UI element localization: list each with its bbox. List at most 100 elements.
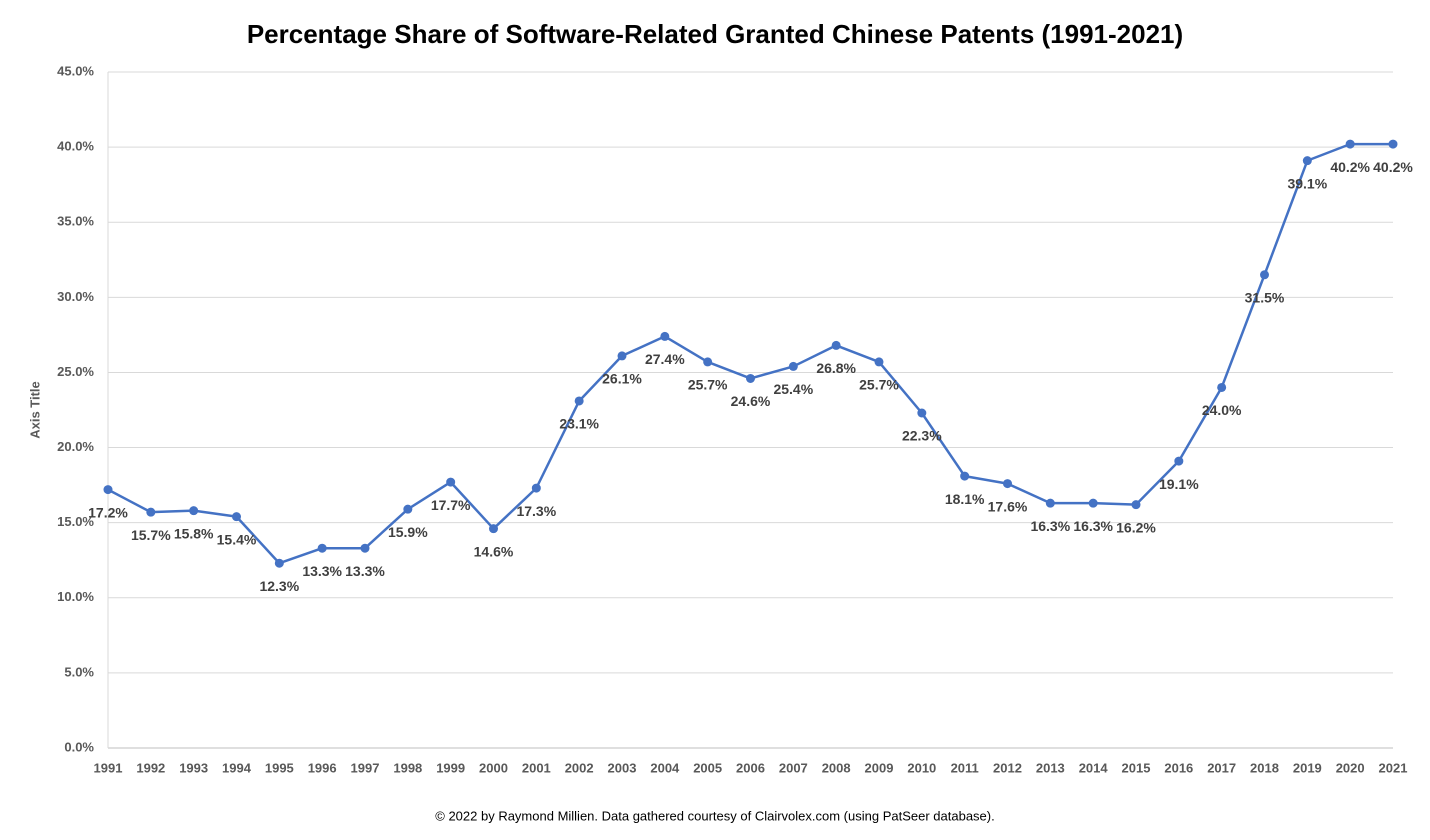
data-label: 15.9% <box>388 524 428 540</box>
x-tick-label: 2020 <box>1336 760 1365 775</box>
x-tick-label: 2012 <box>993 760 1022 775</box>
data-label: 18.1% <box>945 491 985 507</box>
x-tick-label: 1999 <box>436 760 465 775</box>
data-point <box>617 351 627 361</box>
data-point <box>831 340 841 350</box>
x-tick-label: 2021 <box>1379 760 1408 775</box>
data-point <box>1388 139 1398 149</box>
y-tick-label: 30.0% <box>57 289 94 304</box>
data-label: 15.7% <box>131 527 171 543</box>
data-point <box>489 524 498 534</box>
data-label: 23.1% <box>559 416 599 432</box>
data-label: 17.7% <box>431 497 471 513</box>
x-tick-label: 2013 <box>1036 760 1065 775</box>
data-point <box>1045 498 1055 508</box>
data-point <box>531 483 541 493</box>
x-tick-label: 1991 <box>94 760 123 775</box>
x-tick-label: 2001 <box>522 760 551 775</box>
data-label: 39.1% <box>1287 175 1327 191</box>
data-label: 22.3% <box>902 428 942 444</box>
data-point <box>1174 456 1184 466</box>
data-point <box>874 357 884 367</box>
data-label: 24.6% <box>731 393 771 409</box>
data-point <box>1217 382 1227 392</box>
data-label: 25.7% <box>859 377 899 393</box>
data-line <box>107 142 1393 565</box>
x-tick-label: 2004 <box>650 760 680 775</box>
data-label: 27.4% <box>645 351 685 367</box>
x-tick-label: 2007 <box>779 760 808 775</box>
data-label: 25.7% <box>688 377 728 393</box>
data-point <box>1003 479 1012 489</box>
data-point <box>1260 270 1269 280</box>
x-tick-label: 1996 <box>308 760 337 775</box>
x-tick-label: 2008 <box>822 760 851 775</box>
data-point <box>274 558 284 568</box>
data-point <box>1302 156 1312 166</box>
y-tick-label: 0.0% <box>64 739 94 754</box>
data-label: 16.3% <box>1030 518 1070 534</box>
x-tick-label: 2014 <box>1079 760 1109 775</box>
data-label: 16.3% <box>1073 518 1113 534</box>
x-tick-label: 2017 <box>1207 760 1236 775</box>
data-label: 19.1% <box>1159 476 1199 492</box>
y-axis-title: Axis Title <box>27 381 42 439</box>
data-label: 40.2% <box>1373 159 1413 175</box>
data-point <box>232 512 241 522</box>
y-tick-label: 20.0% <box>57 439 94 454</box>
y-tick-label: 40.0% <box>57 139 94 154</box>
data-label: 26.8% <box>816 360 856 376</box>
x-tick-label: 2015 <box>1122 760 1151 775</box>
data-point <box>660 331 670 341</box>
data-point <box>917 408 927 418</box>
data-label: 16.2% <box>1116 519 1156 535</box>
data-point <box>574 396 584 406</box>
y-tick-label: 5.0% <box>64 664 94 679</box>
y-tick-label: 10.0% <box>57 589 94 604</box>
data-label: 24.0% <box>1202 402 1242 418</box>
data-label: 25.4% <box>773 381 813 397</box>
x-tick-label: 2009 <box>865 760 894 775</box>
y-tick-label: 45.0% <box>57 63 94 78</box>
data-point <box>1131 500 1141 510</box>
data-label: 17.3% <box>516 503 556 519</box>
data-label: 17.2% <box>88 504 128 520</box>
x-tick-label: 1994 <box>222 760 252 775</box>
data-point <box>1345 139 1355 149</box>
x-tick-label: 2010 <box>907 760 936 775</box>
x-tick-label: 1998 <box>393 760 422 775</box>
y-tick-label: 35.0% <box>57 214 94 229</box>
data-point <box>317 543 327 553</box>
chart-title: Percentage Share of Software-Related Gra… <box>247 19 1183 49</box>
y-tick-label: 25.0% <box>57 364 94 379</box>
x-tick-label: 2002 <box>565 760 594 775</box>
data-point <box>103 485 113 495</box>
data-point <box>746 373 755 383</box>
x-tick-label: 1993 <box>179 760 208 775</box>
data-label: 14.6% <box>474 543 514 559</box>
x-tick-label: 2005 <box>693 760 722 775</box>
data-label: 13.3% <box>345 563 385 579</box>
data-label: 17.6% <box>988 498 1028 514</box>
data-point <box>788 361 798 371</box>
data-label: 15.4% <box>217 531 257 547</box>
data-label: 31.5% <box>1245 290 1285 306</box>
y-tick-label: 15.0% <box>57 514 94 529</box>
data-point <box>446 477 456 487</box>
data-point <box>1088 498 1098 508</box>
x-tick-label: 1997 <box>351 760 380 775</box>
x-tick-label: 2018 <box>1250 760 1279 775</box>
data-point <box>146 507 156 517</box>
x-tick-label: 2006 <box>736 760 765 775</box>
x-tick-label: 2019 <box>1293 760 1322 775</box>
data-point <box>360 543 370 553</box>
x-tick-label: 2011 <box>951 760 979 775</box>
x-tick-label: 2003 <box>608 760 637 775</box>
data-label: 26.1% <box>602 371 642 387</box>
data-label: 40.2% <box>1330 159 1370 175</box>
data-label: 13.3% <box>302 563 342 579</box>
x-tick-label: 2000 <box>479 760 508 775</box>
data-label: 15.8% <box>174 525 214 541</box>
